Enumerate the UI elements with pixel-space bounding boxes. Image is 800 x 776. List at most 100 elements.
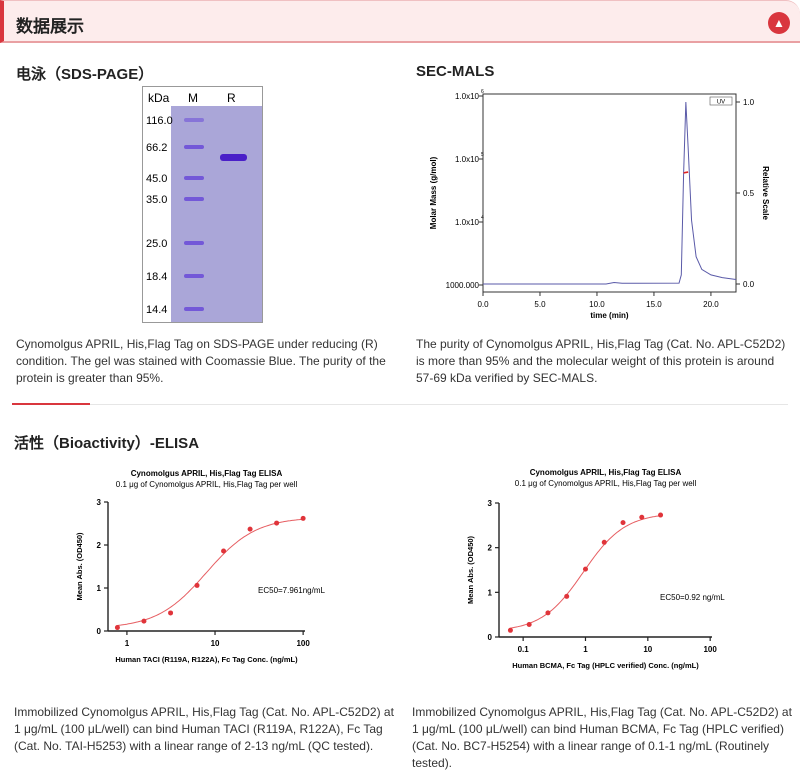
y-tick-label: 1000.000	[446, 281, 480, 290]
ec50-annotation: EC50=7.961ng/mL	[258, 586, 325, 595]
x-tick-label: 10	[211, 639, 220, 648]
plot-frame	[482, 93, 737, 293]
x-axis-label: time (min)	[590, 311, 629, 320]
elisa-chart-bcma: Cynomolgus APRIL, His,Flag Tag ELISA 0.1 …	[466, 468, 725, 670]
x-tick-label: 10.0	[589, 300, 605, 309]
section-divider	[12, 404, 788, 405]
marker-label: 66.2	[146, 142, 167, 154]
collapse-button[interactable]: ▲	[768, 12, 790, 34]
sample-band	[220, 154, 247, 161]
x-tick-label: 1	[583, 645, 588, 654]
data-point	[168, 610, 174, 616]
y-axis-label: Molar Mass (g/mol)	[429, 156, 438, 229]
elisa-caption-bcma: Immobilized Cynomolgus APRIL, His,Flag T…	[412, 705, 792, 770]
marker-band	[184, 118, 204, 122]
data-point	[194, 582, 200, 588]
sec-mals-title: SEC-MALS	[416, 63, 495, 80]
y-tick-label: 0	[97, 627, 102, 636]
sec-mals-caption: The purity of Cynomolgus APRIL, His,Flag…	[416, 337, 786, 385]
x-tick-label: 15.0	[646, 300, 662, 309]
y-tick-exponent: 6	[481, 89, 484, 95]
y-tick-label: 1.0x10	[455, 218, 480, 227]
sds-caption: Cynomolgus APRIL, His,Flag Tag on SDS-PA…	[16, 337, 386, 385]
marker-label: 116.0	[146, 115, 173, 127]
data-point	[526, 621, 532, 627]
marker-band	[184, 241, 204, 245]
marker-band	[184, 197, 204, 201]
data-point	[601, 539, 607, 545]
section-title: 数据展示	[16, 17, 84, 36]
y-tick-label: 2	[97, 541, 102, 550]
data-point	[564, 593, 570, 599]
x-tick-label: 20.0	[703, 300, 719, 309]
data-point	[545, 610, 551, 616]
marker-label: 25.0	[146, 238, 167, 250]
series-line-uv	[483, 101, 737, 285]
y-tick-exponent: 4	[481, 215, 484, 221]
gel-lane-area	[171, 106, 262, 322]
elisa-caption-taci: Immobilized Cynomolgus APRIL, His,Flag T…	[14, 705, 394, 753]
marker-band	[184, 145, 204, 149]
data-point	[582, 566, 588, 572]
fit-curve	[117, 518, 304, 626]
marker-band	[184, 274, 204, 278]
marker-label: 45.0	[146, 173, 167, 185]
marker-band	[184, 176, 204, 180]
legend-label: UV	[717, 100, 725, 106]
data-point	[639, 514, 645, 520]
y-tick-label: 1.0x10	[455, 155, 480, 164]
data-point	[221, 548, 227, 554]
y2-tick-label: 1.0	[743, 98, 755, 107]
x-tick-label: 0.1	[518, 645, 530, 654]
x-tick-label: 1	[125, 639, 130, 648]
y-tick-exponent: 5	[481, 152, 484, 158]
sds-page-title: 电泳（SDS-PAGE）	[16, 66, 154, 83]
y2-axis-label: Relative Scale	[761, 166, 770, 220]
x-tick-label: 10	[643, 645, 652, 654]
data-point	[620, 520, 626, 526]
data-display-header: 数据展示 ▲	[0, 0, 800, 43]
fit-curve	[510, 515, 661, 629]
x-axis-label: Human BCMA, Fc Tag (HPLC verified) Conc.…	[512, 661, 699, 670]
chart-title: Cynomolgus APRIL, His,Flag Tag ELISA	[131, 469, 283, 478]
x-tick-label: 5.0	[534, 300, 546, 309]
marker-label: 14.4	[146, 304, 167, 316]
gel-svg: kDa M R 116.0 66.2 45.0 35.0 25.0 18.4 14.4	[146, 91, 262, 322]
data-point	[300, 515, 306, 521]
marker-band	[184, 307, 204, 311]
divider-accent	[12, 403, 90, 405]
y-tick-label: 1	[488, 588, 493, 597]
sds-page-gel-image: kDa M R 116.0 66.2 45.0 35.0 25.0 18.4 14.4	[142, 86, 263, 323]
data-point	[274, 520, 280, 526]
kda-label: kDa	[148, 91, 170, 105]
x-tick-label: 100	[703, 645, 717, 654]
data-point	[658, 512, 664, 518]
x-axis-label: Human TACI (R119A, R122A), Fc Tag Conc. …	[115, 655, 298, 664]
data-point	[114, 625, 120, 631]
lane-m-label: M	[188, 91, 198, 105]
legend-box	[709, 96, 733, 106]
chevron-up-icon: ▲	[773, 16, 785, 30]
chart-subtitle: 0.1 μg of Cynomolgus APRIL, His,Flag Tag…	[116, 480, 298, 489]
y-tick-label: 2	[488, 544, 493, 553]
bioactivity-title: 活性（Bioactivity）-ELISA	[14, 435, 200, 452]
elisa-chart-taci: Cynomolgus APRIL, His,Flag Tag ELISA 0.1 …	[75, 469, 325, 664]
lane-r-label: R	[227, 91, 236, 105]
series-line-molar-mass	[683, 171, 689, 174]
data-point	[141, 618, 147, 624]
ec50-annotation: EC50=0.92 ng/mL	[660, 593, 725, 602]
y-tick-label: 3	[97, 498, 102, 507]
data-point	[507, 627, 513, 633]
x-tick-label: 100	[296, 639, 310, 648]
y-tick-label: 1	[97, 584, 102, 593]
marker-label: 18.4	[146, 271, 167, 283]
marker-label: 35.0	[146, 194, 167, 206]
y2-tick-label: 0.0	[743, 280, 755, 289]
data-point	[247, 526, 253, 532]
y-axis-label: Mean Abs. (OD450)	[75, 532, 84, 601]
y-tick-label: 1.0x10	[455, 92, 480, 101]
y2-tick-label: 0.5	[743, 189, 755, 198]
chart-title: Cynomolgus APRIL, His,Flag Tag ELISA	[530, 468, 682, 477]
y-axis-label: Mean Abs. (OD450)	[466, 535, 475, 604]
